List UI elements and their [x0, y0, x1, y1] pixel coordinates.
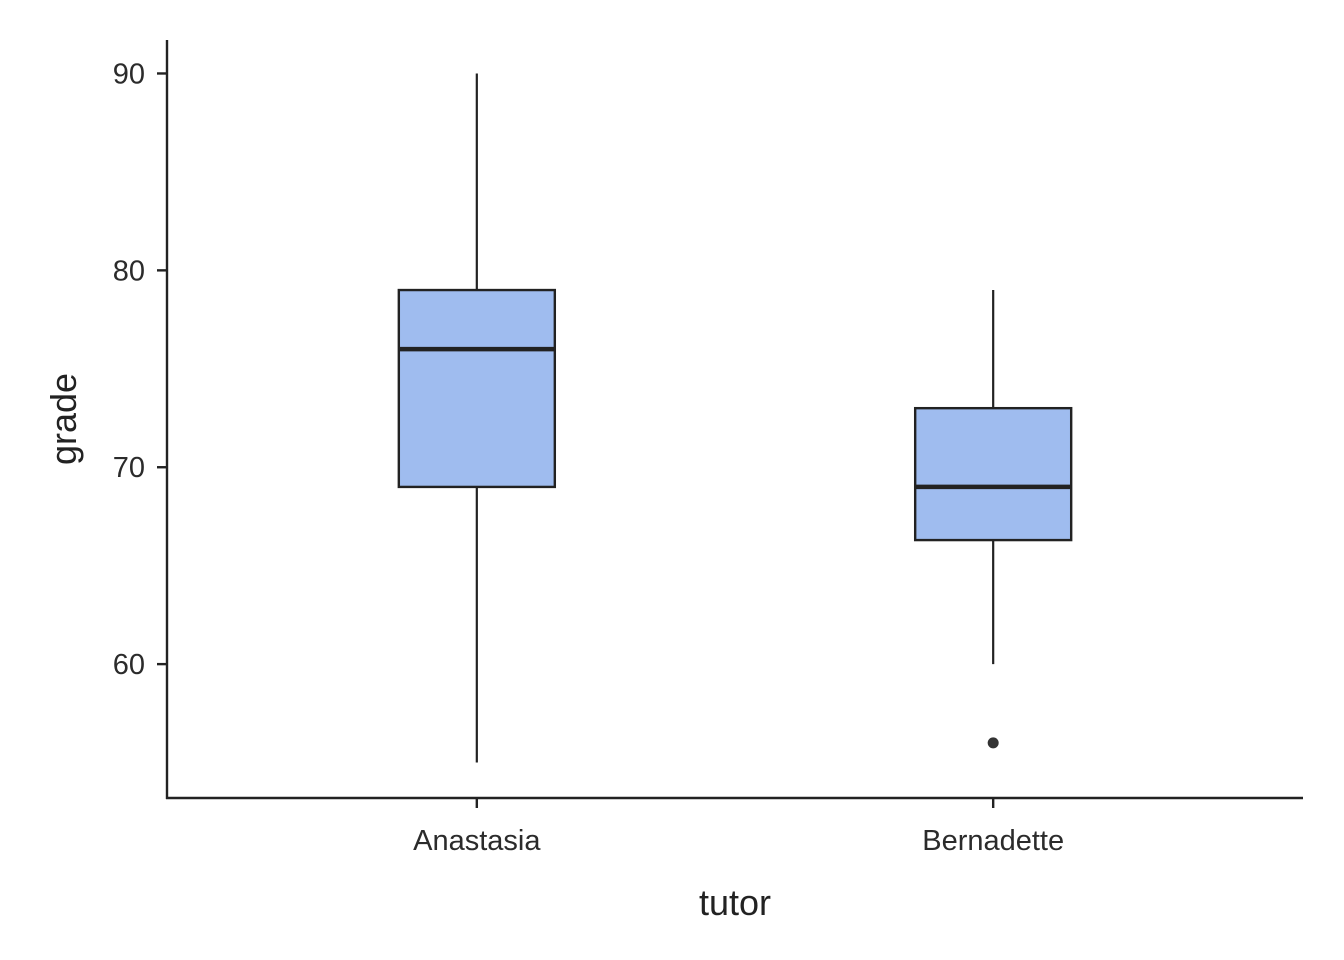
iqr-box	[913, 406, 1073, 542]
y-axis-title: grade	[43, 373, 84, 465]
outlier-point	[987, 737, 999, 749]
box-group-anastasia	[397, 73, 557, 763]
x-axis-title: tutor	[699, 882, 771, 923]
plot-area	[397, 73, 1073, 763]
x-axis-ticks: Anastasia Bernadette	[413, 798, 1064, 857]
y-tick-label: 90	[113, 58, 145, 90]
y-axis-ticks: 60 70 80 90	[113, 58, 167, 681]
x-tick-label: Bernadette	[922, 825, 1064, 857]
y-tick-label: 60	[113, 649, 145, 681]
y-tick-label: 70	[113, 452, 145, 484]
box-group-bernadette	[913, 290, 1073, 749]
iqr-box	[397, 288, 557, 489]
y-tick-label: 80	[113, 255, 145, 287]
x-tick-label: Anastasia	[413, 825, 541, 857]
